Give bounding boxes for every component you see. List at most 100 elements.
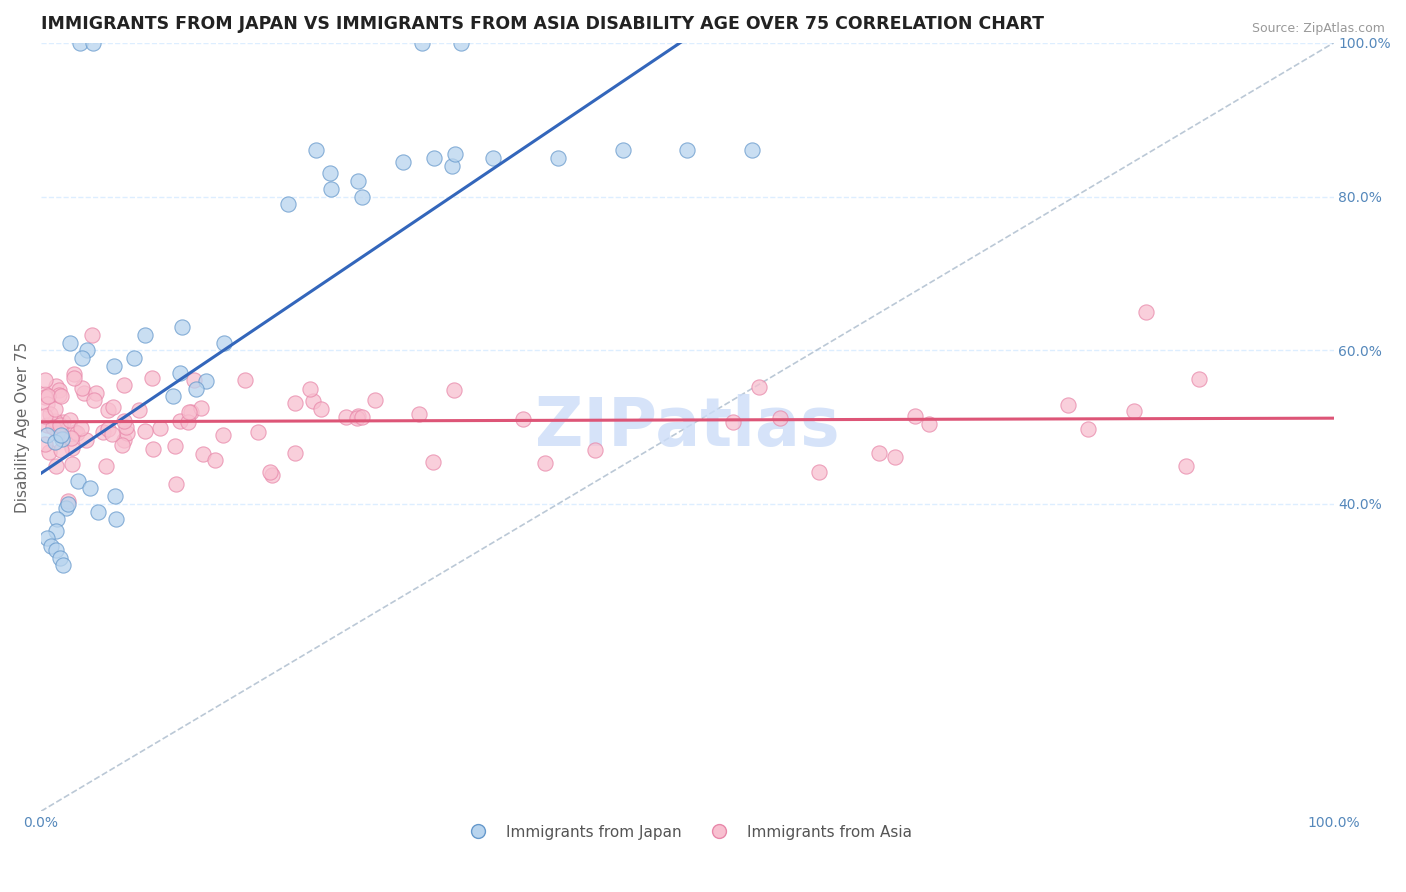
Point — [612, 144, 634, 158]
Point — [34, 390, 56, 404]
Point — [51, 429, 73, 443]
Point — [70, 421, 93, 435]
Point — [51, 432, 73, 446]
Point — [101, 426, 124, 441]
Point — [177, 405, 200, 419]
Point — [112, 433, 135, 447]
Point — [34, 409, 56, 424]
Point — [112, 377, 135, 392]
Point — [63, 367, 86, 381]
Point — [741, 144, 763, 158]
Point — [44, 402, 66, 417]
Point — [260, 467, 283, 482]
Point — [87, 504, 110, 518]
Point — [34, 437, 56, 451]
Point — [408, 407, 430, 421]
Point — [247, 425, 270, 440]
Point — [180, 405, 202, 419]
Point — [39, 539, 62, 553]
Y-axis label: Disability Age Over 75: Disability Age Over 75 — [15, 342, 30, 513]
Point — [305, 144, 328, 158]
Point — [318, 167, 340, 181]
Point — [45, 458, 67, 473]
Point — [58, 497, 80, 511]
Point — [534, 457, 557, 471]
Point — [38, 445, 60, 459]
Point — [302, 394, 325, 409]
Point — [60, 457, 83, 471]
Point — [34, 373, 56, 387]
Point — [1175, 459, 1198, 474]
Text: IMMIGRANTS FROM JAPAN VS IMMIGRANTS FROM ASIA DISABILITY AGE OVER 75 CORRELATION: IMMIGRANTS FROM JAPAN VS IMMIGRANTS FROM… — [41, 15, 1045, 33]
Point — [63, 371, 86, 385]
Point — [59, 431, 82, 445]
Point — [183, 373, 205, 387]
Point — [45, 379, 67, 393]
Point — [112, 414, 135, 428]
Point — [284, 396, 307, 410]
Point — [311, 401, 333, 416]
Point — [45, 524, 67, 538]
Point — [35, 417, 58, 432]
Point — [42, 420, 65, 434]
Point — [46, 425, 69, 440]
Point — [60, 441, 83, 455]
Text: Source: ZipAtlas.com: Source: ZipAtlas.com — [1251, 22, 1385, 36]
Point — [134, 424, 156, 438]
Point — [75, 434, 97, 448]
Point — [335, 409, 357, 424]
Point — [1077, 422, 1099, 436]
Point — [190, 401, 212, 415]
Point — [512, 411, 534, 425]
Point — [79, 482, 101, 496]
Point — [583, 442, 606, 457]
Point — [122, 351, 145, 365]
Point — [721, 415, 744, 429]
Point — [83, 392, 105, 407]
Point — [35, 532, 58, 546]
Point — [105, 512, 128, 526]
Point — [101, 400, 124, 414]
Point — [450, 36, 472, 50]
Point — [422, 455, 444, 469]
Point — [233, 373, 256, 387]
Point — [70, 351, 93, 365]
Text: ZIPatlas: ZIPatlas — [536, 394, 839, 460]
Point — [347, 174, 370, 188]
Point — [128, 403, 150, 417]
Point — [58, 494, 80, 508]
Point — [134, 327, 156, 342]
Point — [48, 417, 70, 432]
Point — [63, 425, 86, 439]
Point — [191, 447, 214, 461]
Point — [35, 427, 58, 442]
Legend: Immigrants from Japan, Immigrants from Asia: Immigrants from Japan, Immigrants from A… — [457, 819, 918, 846]
Point — [162, 389, 184, 403]
Point — [96, 422, 118, 436]
Point — [1135, 305, 1157, 319]
Point — [59, 413, 82, 427]
Point — [769, 410, 792, 425]
Point — [1188, 372, 1211, 386]
Point — [748, 380, 770, 394]
Point — [422, 151, 444, 165]
Point — [1123, 404, 1146, 418]
Point — [204, 453, 226, 467]
Point — [66, 426, 89, 441]
Point — [808, 465, 831, 479]
Point — [49, 443, 72, 458]
Point — [111, 438, 134, 452]
Point — [76, 343, 98, 358]
Point — [177, 415, 200, 429]
Point — [48, 388, 70, 402]
Point — [52, 558, 75, 573]
Point — [163, 439, 186, 453]
Point — [114, 420, 136, 434]
Point — [72, 381, 94, 395]
Point — [392, 155, 415, 169]
Point — [321, 182, 343, 196]
Point — [284, 446, 307, 460]
Point — [169, 366, 191, 380]
Point — [347, 409, 370, 423]
Point — [66, 474, 89, 488]
